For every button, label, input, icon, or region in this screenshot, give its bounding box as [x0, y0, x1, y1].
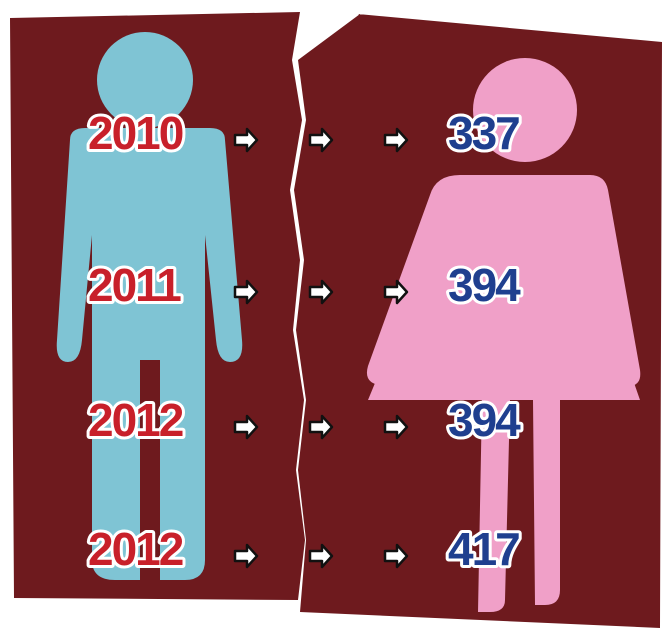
count-label: 337 [448, 107, 519, 159]
count-label: 394 [448, 394, 521, 446]
year-label: 2012 [88, 523, 183, 575]
infographic: 2010 337 2011 394 2012 394 2012 417 [0, 0, 667, 640]
year-label: 2010 [88, 107, 183, 159]
year-label: 2011 [88, 259, 181, 311]
count-label: 417 [448, 523, 519, 575]
year-label: 2012 [88, 394, 183, 446]
count-label: 394 [448, 259, 521, 311]
